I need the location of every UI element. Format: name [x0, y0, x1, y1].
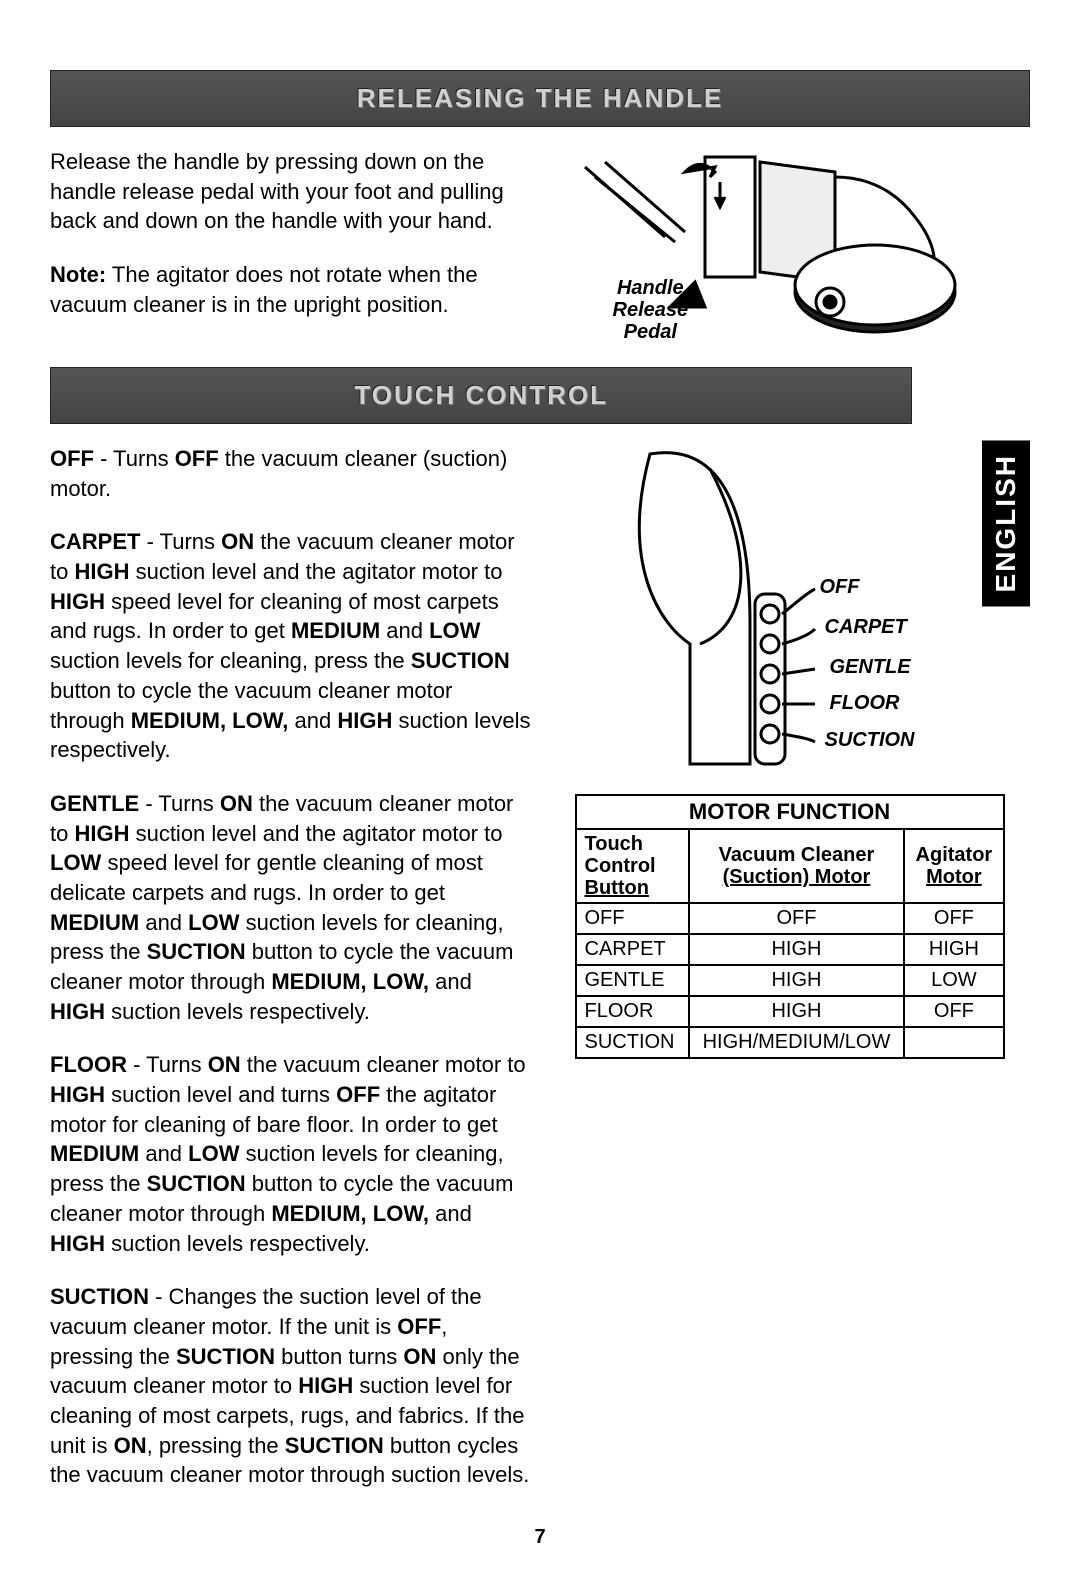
handle-note: Note: The agitator does not rotate when …: [50, 260, 531, 319]
table-title: MOTOR FUNCTION: [576, 795, 1004, 829]
hdr-agitator-motor: AgitatorMotor: [904, 829, 1003, 903]
carpet-paragraph: CARPET - Turns ON the vacuum cleaner mot…: [50, 527, 531, 765]
cp-label-gentle: GENTLE: [830, 656, 911, 679]
floor-paragraph: FLOOR - Turns ON the vacuum cleaner moto…: [50, 1050, 531, 1258]
table-row: OFFOFFOFF: [576, 903, 1004, 934]
note-label: Note:: [50, 262, 106, 287]
table-row: SUCTIONHIGH/MEDIUM/LOW: [576, 1027, 1004, 1058]
cp-label-floor: FLOOR: [830, 692, 900, 715]
page-number: 7: [50, 1526, 1030, 1549]
suction-paragraph: SUCTION - Changes the suction level of t…: [50, 1282, 531, 1490]
handle-illustration: Handle Release Pedal: [575, 147, 1005, 357]
gentle-paragraph: GENTLE - Turns ON the vacuum cleaner mot…: [50, 789, 531, 1027]
off-paragraph: OFF - Turns OFF the vacuum cleaner (suct…: [50, 444, 531, 503]
cp-label-carpet: CARPET: [825, 616, 907, 639]
banner-releasing: RELEASING THE HANDLE: [50, 70, 1030, 127]
handle-paragraph: Release the handle by pressing down on t…: [50, 147, 531, 236]
cp-label-suction: SUCTION: [825, 729, 915, 752]
table-row: GENTLEHIGHLOW: [576, 965, 1004, 996]
banner-touch-control: TOUCH CONTROL: [50, 367, 912, 424]
note-text: The agitator does not rotate when the va…: [50, 262, 478, 317]
table-row: CARPETHIGHHIGH: [576, 934, 1004, 965]
handle-release-pedal-label: Handle Release Pedal: [613, 277, 689, 343]
hdr-vacuum-motor: Vacuum Cleaner(Suction) Motor: [689, 829, 905, 903]
cp-label-off: OFF: [820, 576, 860, 599]
english-tab: ENGLISH: [982, 440, 1030, 606]
control-panel-illustration: OFF CARPET GENTLE FLOOR SUCTION: [600, 444, 980, 784]
hdr-touch-control: TouchControlButton: [576, 829, 689, 903]
table-row: FLOORHIGHOFF: [576, 996, 1004, 1027]
motor-function-table: MOTOR FUNCTION TouchControlButton Vacuum…: [575, 794, 1005, 1059]
